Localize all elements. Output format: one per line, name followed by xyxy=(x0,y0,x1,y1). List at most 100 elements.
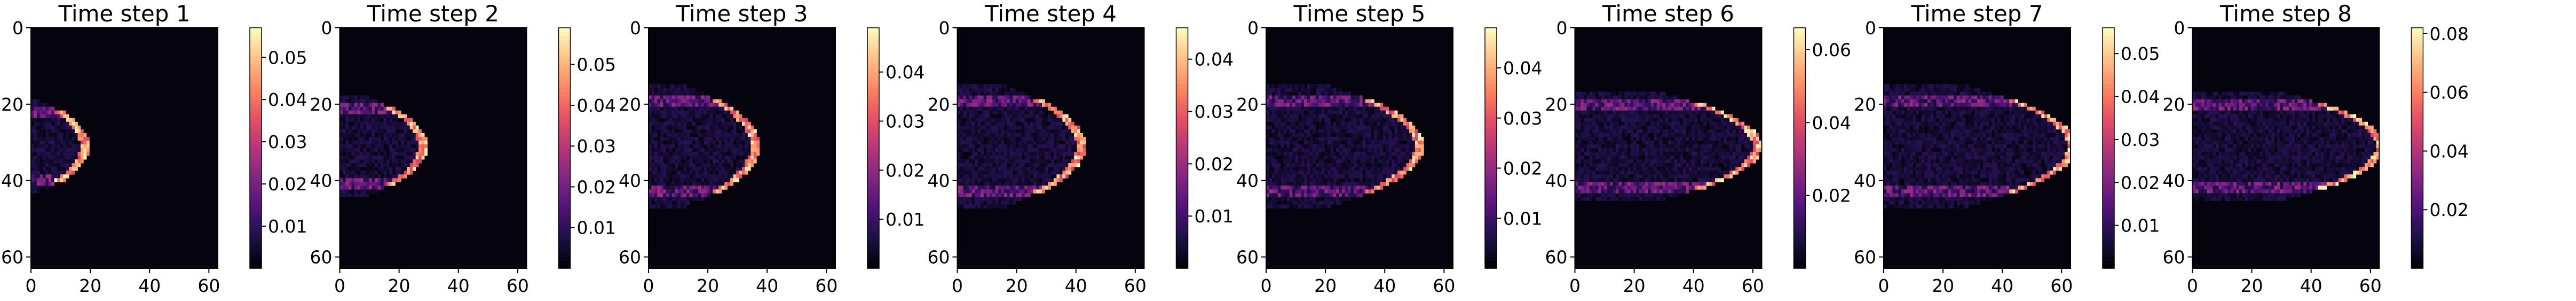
x-tick-label: 20 xyxy=(1006,275,1028,296)
x-tick-label: 20 xyxy=(697,275,719,296)
y-tick-label: 60 xyxy=(928,247,950,268)
colorbar-tick-label: 0.02 xyxy=(1812,186,1851,206)
y-tick-label: 0 xyxy=(2174,18,2185,38)
plot-frame xyxy=(1266,27,1453,269)
panel-1: Time step 10 20 40 6002040600.010.020.030.0… xyxy=(1,1,307,296)
colorbar-tick-label: 0.01 xyxy=(886,209,924,230)
colorbar-tick-label: 0.01 xyxy=(1503,208,1542,229)
colorbar-tick-label: 0.05 xyxy=(2121,43,2160,64)
panel-4: Time step 40 20 40 6002040600.010.020.030.0… xyxy=(928,1,1234,296)
panel-title: Time step 7 xyxy=(1910,1,2043,27)
panel-3: Time step 30 20 40 6002040600.010.020.030.0… xyxy=(619,1,924,296)
y-tick-label: 0 xyxy=(321,18,333,38)
colorbar-tick-label: 0.03 xyxy=(886,111,924,132)
panel-5: Time step 50 20 40 6002040600.010.020.030.0… xyxy=(1236,1,1542,296)
y-tick-label: 0 xyxy=(1556,18,1568,38)
heatmap-image xyxy=(31,28,218,268)
colorbar: 0.02 0.04 0.06 xyxy=(1793,27,1851,269)
y-tick-label: 0 xyxy=(1865,18,1876,38)
y-tick-label: 40 xyxy=(2163,171,2185,191)
panel-title: Time step 2 xyxy=(367,1,499,27)
colorbar-tick-label: 0.04 xyxy=(2430,141,2469,161)
colorbar: 0.02 0.04 0.06 0.08 xyxy=(2411,24,2469,269)
x-tick-label: 20 xyxy=(388,275,410,296)
x-tick-label: 60 xyxy=(1124,275,1147,296)
colorbar: 0.01 0.02 0.03 0.04 0.05 xyxy=(558,27,616,269)
colorbar-tick-label: 0.06 xyxy=(2430,82,2469,103)
heatmap-image xyxy=(2192,28,2380,268)
colorbar-tick-label: 0.04 xyxy=(577,95,616,116)
colorbar: 0.01 0.02 0.03 0.04 0.05 xyxy=(2102,27,2160,269)
y-tick-label: 20 xyxy=(310,94,333,115)
x-tick-label: 0 xyxy=(643,275,654,296)
heatmap-image xyxy=(957,28,1144,268)
colorbar: 0.01 0.02 0.03 0.04 0.05 xyxy=(249,27,307,269)
colorbar-tick-label: 0.08 xyxy=(2430,24,2469,44)
y-tick-label: 60 xyxy=(1,247,23,268)
heatmap-image xyxy=(1575,28,1762,268)
colorbar-tick-label: 0.02 xyxy=(886,160,924,181)
x-tick-label: 0 xyxy=(952,275,963,296)
colorbar-tick-label: 0.01 xyxy=(1195,206,1234,227)
colorbar-tick-label: 0.03 xyxy=(268,132,307,152)
heatmap-image xyxy=(339,28,527,268)
x-tick-label: 60 xyxy=(2050,275,2073,296)
colorbar-tick-label: 0.04 xyxy=(1812,112,1851,133)
x-tick-label: 20 xyxy=(2241,275,2263,296)
colorbar-tick-label: 0.02 xyxy=(2121,172,2160,193)
y-tick-label: 60 xyxy=(1854,247,1876,268)
x-tick-label: 20 xyxy=(79,275,101,296)
colorbar-tick-label: 0.05 xyxy=(268,47,307,68)
y-tick-label: 40 xyxy=(619,171,641,191)
colorbar-tick-label: 0.04 xyxy=(2121,87,2160,107)
x-tick-label: 40 xyxy=(756,275,778,296)
colorbar-tick-label: 0.04 xyxy=(1503,58,1542,79)
colorbar-tick-label: 0.03 xyxy=(2121,129,2160,150)
panel-8: Time step 80 20 40 6002040600.020.040.060.0… xyxy=(2163,1,2469,296)
colorbar-tick-label: 0.04 xyxy=(886,62,924,83)
panel-2: Time step 20 20 40 6002040600.010.020.030.0… xyxy=(310,1,616,296)
y-tick-label: 20 xyxy=(2163,94,2185,115)
x-tick-label: 40 xyxy=(1682,275,1705,296)
y-tick-label: 0 xyxy=(12,18,23,38)
panel-title: Time step 4 xyxy=(984,1,1117,27)
plot-frame xyxy=(648,27,836,269)
y-tick-label: 20 xyxy=(928,94,950,115)
y-tick-label: 20 xyxy=(1545,94,1568,115)
y-tick-label: 60 xyxy=(619,247,641,268)
y-tick-label: 20 xyxy=(1236,94,1259,115)
colorbar-tick-label: 0.05 xyxy=(577,55,616,75)
colorbar-tick-label: 0.01 xyxy=(2121,215,2160,236)
panel-7: Time step 70 20 40 6002040600.010.020.030.0… xyxy=(1854,1,2160,296)
x-tick-label: 60 xyxy=(197,275,220,296)
plot-frame xyxy=(1883,27,2071,269)
colorbar: 0.01 0.02 0.03 0.04 xyxy=(867,27,924,269)
y-tick-label: 60 xyxy=(1236,247,1259,268)
y-tick-label: 40 xyxy=(928,171,950,191)
y-tick-label: 60 xyxy=(310,247,333,268)
panel-title: Time step 6 xyxy=(1602,1,1734,27)
y-tick-label: 40 xyxy=(1545,171,1568,191)
y-tick-label: 40 xyxy=(1854,171,1876,191)
colorbar-tick-label: 0.02 xyxy=(1195,153,1234,174)
y-tick-label: 20 xyxy=(1,94,23,115)
x-tick-label: 60 xyxy=(2359,275,2382,296)
panel-title: Time step 3 xyxy=(675,1,808,27)
x-tick-label: 40 xyxy=(2300,275,2322,296)
colorbar-tick-label: 0.02 xyxy=(268,174,307,195)
plot-frame xyxy=(957,27,1145,269)
x-tick-label: 0 xyxy=(26,275,37,296)
colorbar-tick-label: 0.03 xyxy=(1195,102,1234,122)
panel-title: Time step 8 xyxy=(2219,1,2352,27)
y-tick-label: 40 xyxy=(1236,171,1259,191)
colorbar: 0.01 0.02 0.03 0.04 xyxy=(1175,27,1234,269)
x-tick-label: 0 xyxy=(1261,275,1272,296)
colorbar-tick-label: 0.04 xyxy=(268,89,307,110)
y-tick-label: 60 xyxy=(1545,247,1568,268)
y-tick-label: 40 xyxy=(1,171,23,191)
x-tick-label: 60 xyxy=(1433,275,1455,296)
x-tick-label: 20 xyxy=(1623,275,1646,296)
x-tick-label: 60 xyxy=(507,275,529,296)
colorbar-tick-label: 0.02 xyxy=(577,176,616,197)
